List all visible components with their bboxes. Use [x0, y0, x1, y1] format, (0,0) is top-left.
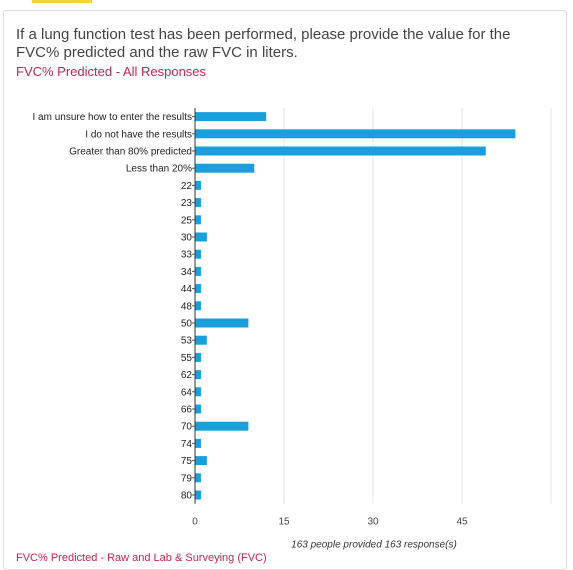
bar — [195, 421, 249, 431]
tab-accent — [32, 0, 92, 3]
results-card — [3, 10, 567, 570]
x-tick-label: 45 — [456, 517, 468, 528]
bar — [195, 387, 201, 397]
bar — [195, 284, 201, 294]
category-label: 53 — [181, 336, 193, 347]
category-label: 25 — [181, 215, 193, 226]
category-label: 64 — [181, 387, 193, 398]
bar — [195, 112, 267, 122]
category-label: 55 — [181, 353, 193, 364]
bar — [195, 163, 255, 173]
category-label: 34 — [181, 267, 193, 278]
question-title: If a lung function test has been perform… — [16, 26, 511, 61]
bar — [195, 438, 201, 448]
category-label: 62 — [181, 370, 193, 381]
category-label: 75 — [181, 456, 193, 467]
x-tick-label: 15 — [278, 517, 290, 528]
bar — [195, 232, 207, 242]
bar — [195, 404, 201, 414]
bar — [195, 249, 201, 259]
bar — [195, 352, 201, 362]
bar — [195, 146, 486, 156]
category-label: 66 — [181, 405, 193, 416]
category-label: 30 — [181, 233, 193, 244]
category-label: 79 — [181, 473, 193, 484]
category-label: 50 — [181, 319, 193, 330]
x-tick-label: 0 — [192, 517, 198, 528]
category-label: I do not have the results — [85, 129, 192, 140]
category-label: 70 — [181, 422, 193, 433]
bar — [195, 473, 201, 483]
category-label: 74 — [181, 439, 193, 450]
next-chart-link[interactable]: FVC% Predicted - Raw and Lab & Surveying… — [16, 552, 267, 564]
bar — [195, 370, 201, 380]
category-label: 44 — [181, 284, 193, 295]
bar — [195, 180, 201, 190]
category-label: I am unsure how to enter the results — [32, 112, 192, 123]
category-label: 33 — [181, 250, 193, 261]
bar — [195, 456, 207, 466]
category-label: 23 — [181, 198, 193, 209]
bar — [195, 490, 201, 500]
category-label: 22 — [181, 181, 193, 192]
bar — [195, 129, 516, 139]
category-label: 48 — [181, 301, 193, 312]
bar — [195, 318, 249, 328]
x-tick-label: 30 — [367, 517, 379, 528]
bar — [195, 198, 201, 208]
bar — [195, 335, 207, 345]
bar — [195, 266, 201, 276]
response-count-caption: 163 people provided 163 response(s) — [291, 540, 457, 551]
bar — [195, 301, 201, 311]
category-label: Greater than 80% predicted — [69, 147, 192, 158]
category-label: Less than 20% — [126, 164, 192, 175]
category-label: 80 — [181, 491, 193, 502]
bar — [195, 215, 201, 225]
chart-subtitle: FVC% Predicted - All Responses — [16, 64, 207, 79]
